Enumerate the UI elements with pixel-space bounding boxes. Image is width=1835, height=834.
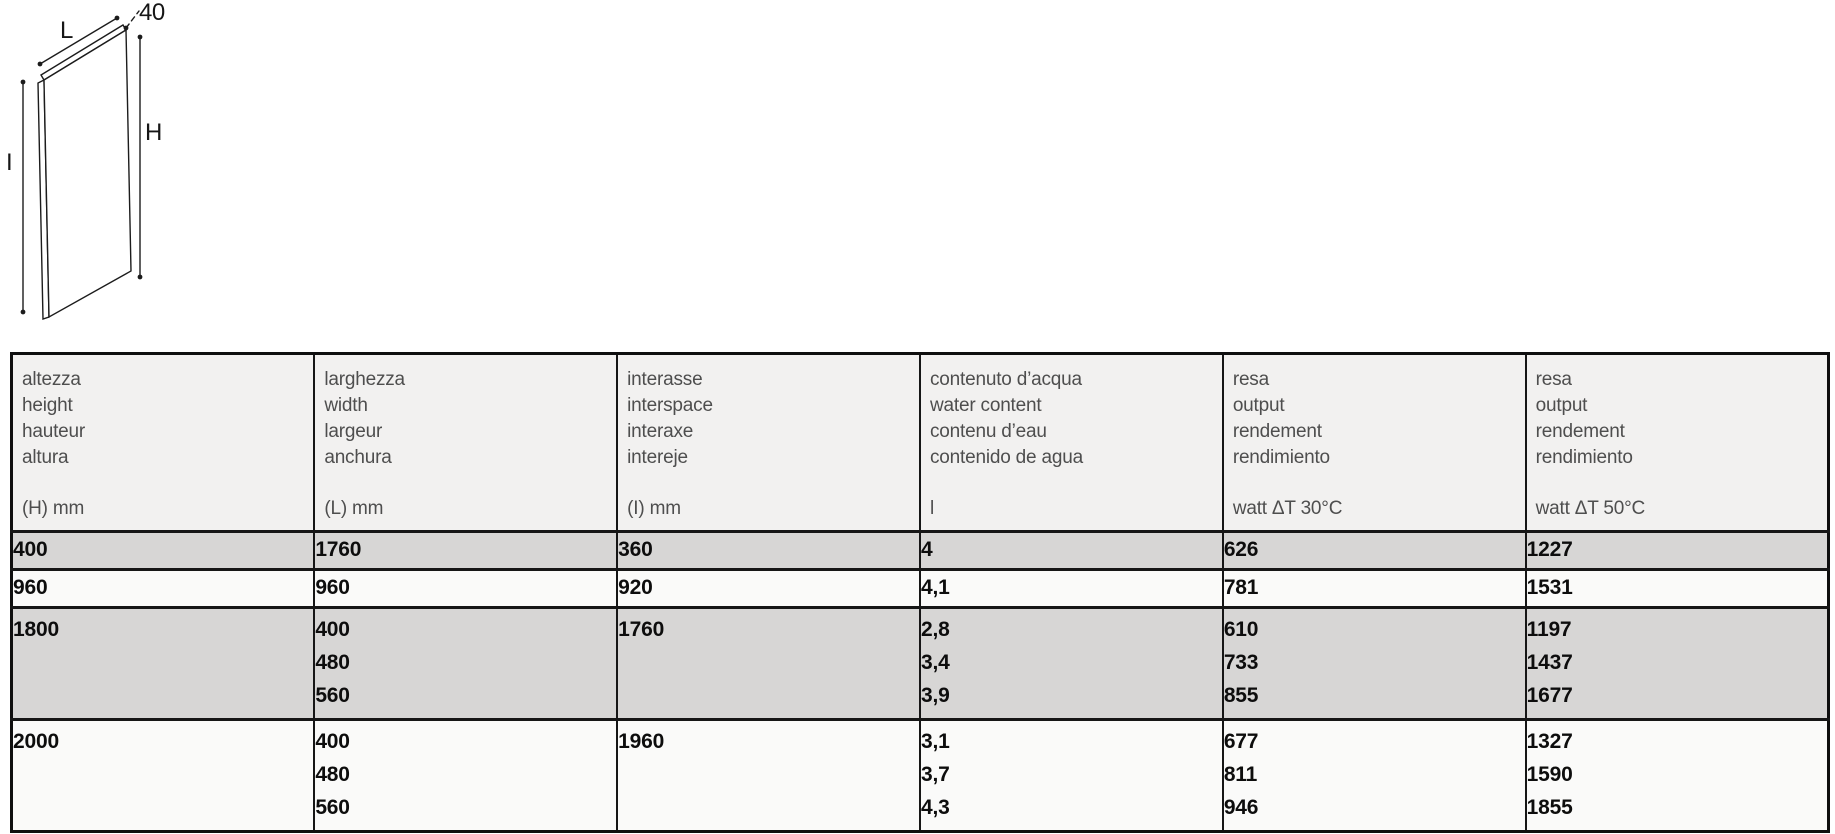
cell-height-mm: 960 <box>10 568 315 608</box>
header-unit: watt ΔT 30°C <box>1232 498 1343 519</box>
col-header-water-content: contenuto d’acqua water content contenu d’… <box>918 353 1223 532</box>
cell-output-dt30: 677 811 946 <box>1221 718 1526 832</box>
cell-output-dt30: 626 <box>1221 530 1526 570</box>
cell-height-mm: 2000 <box>10 718 315 832</box>
cell-width-mm: 960 <box>313 568 618 608</box>
col-header-interspace: interasse interspace interaxe intereje (I) … <box>616 353 920 532</box>
cell-water-content-l: 4,1 <box>918 568 1223 608</box>
cell-water-content-l: 3,1 3,7 4,3 <box>918 718 1223 832</box>
label-width-L: L <box>60 17 73 44</box>
header-unit: (I) mm <box>627 498 681 519</box>
cell-water-content-l: 4 <box>918 530 1223 570</box>
radiator-spec-table: altezza height hauteur altura (H) mm larghe… <box>10 352 1830 833</box>
label-interspace-I: I <box>6 149 12 176</box>
panel-front-face <box>43 28 132 319</box>
header-labels: altezza height hauteur altura <box>22 369 86 468</box>
dim-line-depth <box>125 10 140 29</box>
cell-interspace-mm: 1760 <box>616 606 920 720</box>
cell-output-dt50: 1227 <box>1524 530 1829 570</box>
table-row: 1800 400 480 560 1760 2,8 3,4 3,9 610 733 855 … <box>10 606 1829 720</box>
header-unit: watt ΔT 50°C <box>1535 498 1646 519</box>
label-depth-40: 40 <box>139 0 165 26</box>
cell-height-mm: 400 <box>10 530 315 570</box>
header-unit: l <box>929 498 935 519</box>
cell-width-mm: 400 480 560 <box>313 606 618 720</box>
dim-line-L <box>39 17 118 65</box>
header-labels: resa output rendement rendimiento <box>1232 369 1330 468</box>
cell-water-content-l: 2,8 3,4 3,9 <box>918 606 1223 720</box>
cell-output-dt50: 1531 <box>1524 568 1829 608</box>
header-labels: interasse interspace interaxe intereje <box>627 369 713 468</box>
cell-interspace-mm: 1960 <box>616 718 920 832</box>
header-labels: larghezza width largeur anchura <box>324 369 405 468</box>
table-row: 2000 400 480 560 1960 3,1 3,7 4,3 677 811 946 … <box>10 718 1829 832</box>
table-row: 400 1760 360 4 626 1227 <box>10 530 1829 570</box>
cell-width-mm: 1760 <box>313 530 618 570</box>
cell-output-dt50: 1197 1437 1677 <box>1524 606 1829 720</box>
cell-interspace-mm: 920 <box>616 568 920 608</box>
col-header-height: altezza height hauteur altura (H) mm <box>10 353 315 532</box>
header-labels: resa output rendement rendimiento <box>1535 369 1633 468</box>
label-height-H: H <box>145 119 162 146</box>
table-row: 960 960 920 4,1 781 1531 <box>10 568 1829 608</box>
cell-width-mm: 400 480 560 <box>313 718 618 832</box>
cell-interspace-mm: 360 <box>616 530 920 570</box>
col-header-output-dt50: resa output rendement rendimiento watt ΔT 5… <box>1524 353 1829 532</box>
cell-output-dt50: 1327 1590 1855 <box>1524 718 1829 832</box>
cell-height-mm: 1800 <box>10 606 315 720</box>
radiator-panel-diagram: L 40 H I <box>6 0 165 320</box>
header-labels: contenuto d’acqua water content contenu d’… <box>929 369 1083 468</box>
header-unit: (L) mm <box>324 498 384 519</box>
col-header-output-dt30: resa output rendement rendimiento watt ΔT 3… <box>1221 353 1526 532</box>
header-unit: (H) mm <box>22 498 85 519</box>
header-row: altezza height hauteur altura (H) mm larghe… <box>10 353 1829 532</box>
cell-output-dt30: 610 733 855 <box>1221 606 1526 720</box>
col-header-width: larghezza width largeur anchura (L) mm <box>313 353 618 532</box>
cell-output-dt30: 781 <box>1221 568 1526 608</box>
